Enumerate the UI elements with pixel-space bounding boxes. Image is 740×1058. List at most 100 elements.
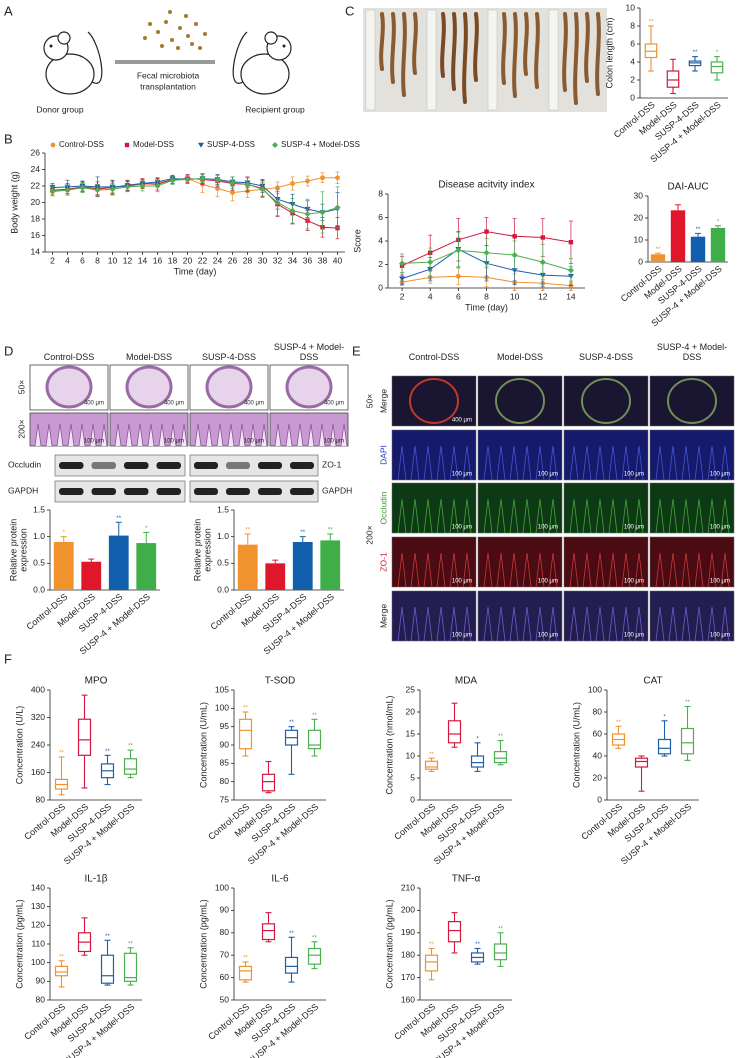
crypt	[522, 498, 532, 534]
crypt	[548, 552, 558, 588]
box	[123, 758, 138, 775]
significance-label: **	[312, 713, 317, 719]
microbe	[186, 34, 190, 38]
x-tick-label: 34	[288, 255, 298, 265]
crypt	[205, 423, 213, 447]
crypt	[114, 423, 122, 447]
x-tick-label: 8	[95, 255, 100, 265]
y-tick-label: 90	[220, 739, 230, 749]
legend-label: Model-DSS	[133, 140, 174, 149]
significance-label: **	[128, 941, 133, 947]
bar	[108, 535, 129, 590]
crypt	[67, 423, 75, 447]
column-title: Control-DSS	[408, 352, 460, 362]
crypt	[655, 552, 665, 588]
column-title: Model-DSS	[125, 352, 172, 362]
crypt	[436, 552, 446, 588]
crypt	[694, 552, 704, 588]
y-axis-label: Score	[352, 229, 362, 253]
crypt	[397, 498, 407, 534]
data-point	[230, 190, 235, 196]
y-tick-label: 30	[634, 190, 644, 200]
fluorescence-image	[477, 429, 563, 481]
scale-bar-label: 100 μm	[324, 439, 344, 445]
stain-label: DAPI	[378, 445, 388, 465]
box	[657, 738, 672, 755]
significance-label: **	[685, 700, 690, 706]
crypt	[655, 445, 665, 481]
x-tick-label: 2	[50, 255, 55, 265]
magnification: 200×	[364, 525, 374, 544]
y-tick-label: 1.5	[217, 504, 229, 514]
microbe	[190, 42, 194, 46]
y-tick-label: 120	[31, 920, 45, 930]
chart-title: DAI-AUC	[667, 182, 708, 193]
chart-title: Disease acitvity index	[438, 180, 534, 191]
y-tick-label: 0.5	[33, 558, 45, 568]
y-tick-label: 190	[401, 927, 415, 937]
bar	[710, 227, 726, 262]
crypt	[410, 606, 420, 642]
mouse-tail	[87, 31, 103, 84]
data-point	[305, 178, 310, 184]
crypt	[45, 423, 53, 447]
blot-band	[290, 462, 314, 469]
crypt	[238, 423, 246, 447]
crypt	[462, 445, 472, 481]
column-title: Control-DSS	[43, 352, 95, 362]
y-tick-label: 240	[31, 739, 45, 749]
crypt	[449, 606, 459, 642]
crypt	[668, 498, 678, 534]
crypt	[397, 606, 407, 642]
x-tick-label: 16	[153, 255, 163, 265]
x-tick-label: 10	[108, 255, 118, 265]
mouse-ear	[57, 31, 71, 45]
scale-bar-label: 100 μm	[710, 472, 730, 478]
y-axis-label: Body weight (g)	[9, 171, 19, 234]
blot-band	[258, 462, 282, 469]
box	[307, 947, 322, 965]
crypt	[634, 552, 644, 588]
colon-photo	[363, 8, 607, 112]
significance-label: **	[498, 734, 503, 740]
crypt	[720, 445, 730, 481]
x-tick-label: 14	[566, 291, 576, 301]
x-tick-label: 28	[243, 255, 253, 265]
crypt	[535, 445, 545, 481]
y-tick-label: 20	[31, 197, 41, 207]
y-tick-label: 24	[31, 164, 41, 174]
scale-bar-label: 100 μm	[538, 579, 558, 585]
y-tick-label: 10	[626, 2, 636, 12]
crypt	[569, 606, 579, 642]
crypt	[462, 552, 472, 588]
x-tick-label: 4	[428, 291, 433, 301]
microbe	[164, 20, 168, 24]
data-point	[335, 175, 340, 181]
significance-label: **	[696, 227, 701, 233]
mouse-body	[45, 53, 95, 95]
x-tick-label: 38	[318, 255, 328, 265]
crypt	[694, 606, 704, 642]
panel-label: A	[4, 3, 13, 18]
y-axis-label: Concentration (U/mL)	[571, 702, 581, 788]
crypt	[147, 423, 155, 447]
data-point	[319, 209, 326, 216]
blot-band	[226, 462, 250, 469]
box	[238, 718, 253, 750]
colon-sample	[462, 12, 468, 104]
significance-label: **	[128, 744, 133, 750]
bar	[670, 210, 686, 262]
blot-band	[290, 488, 314, 495]
y-tick-label: 160	[31, 767, 45, 777]
y-tick-label: 320	[31, 712, 45, 722]
data-point	[540, 235, 545, 240]
box	[424, 954, 439, 972]
crypt	[548, 445, 558, 481]
colon-sample	[512, 12, 518, 98]
crypt	[535, 606, 545, 642]
column-title: SUSP-4 + Model-DSS	[273, 342, 345, 362]
box	[261, 773, 276, 792]
significance-label: *	[663, 714, 666, 720]
scale-bar-label: 100 μm	[624, 633, 644, 639]
crypt	[260, 423, 268, 447]
